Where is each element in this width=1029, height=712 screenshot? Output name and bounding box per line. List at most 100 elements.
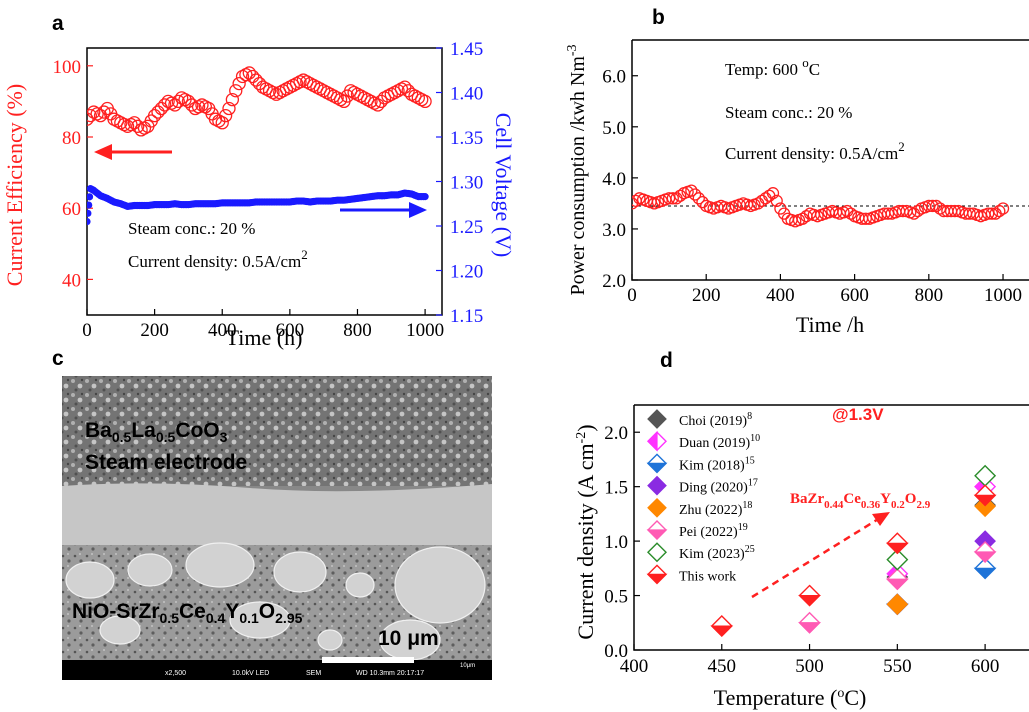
panel-a-ytick-label: 80 [62, 128, 81, 149]
panel-b-ytick-label: 4.0 [602, 169, 626, 190]
panel-a-efficiency-point [181, 94, 196, 109]
sem-scale-bar [322, 657, 414, 663]
panel-d-legend-label-0: Choi (2019)8 [679, 411, 752, 429]
panel-b-power-point [662, 192, 676, 205]
panel-a-ytick-right-label: 1.15 [450, 306, 483, 327]
panel-a-efficiency-point [418, 94, 432, 109]
panel-b-power-point [896, 204, 910, 218]
panel-a-efficiency-point [246, 69, 260, 84]
panel-a-efficiency-point [225, 92, 240, 107]
panel-a-xtick-label: 800 [343, 320, 372, 341]
panel-a-voltage-point [87, 217, 91, 226]
panel-d-ytick-label: 0.0 [604, 641, 628, 662]
panel-b-power-point [993, 204, 1006, 218]
panel-a-efficiency-point [185, 98, 199, 112]
panel-a-efficiency-point [168, 98, 182, 112]
panel-b-power-point [881, 207, 895, 220]
panel-b-note-temp: Temp: 600 oC [725, 55, 820, 79]
panel-a-arrow-right [340, 202, 427, 218]
panel-a-xlabel: Time (h) [226, 325, 303, 350]
sem-grains [65, 542, 486, 661]
panel-b-note-current: Current density: 0.5A/cm2 [725, 139, 905, 163]
panel-a-efficiency-point [398, 80, 412, 94]
panel-a-note-steam: Steam conc.: 20 % [128, 219, 255, 238]
panel-d-point-7 [973, 484, 997, 507]
panel-a-efficiency-point [154, 101, 169, 116]
panel-b-xtick-label: 200 [692, 285, 721, 306]
panel-a-efficiency-point [222, 101, 236, 116]
panel-a-ytick-right-label: 1.35 [450, 128, 483, 149]
panel-b-xtick-label: 600 [840, 285, 869, 306]
panel-b-power-point [685, 184, 698, 197]
panel-b-power-point [751, 197, 765, 210]
panel-b-xtick-label: 400 [766, 285, 795, 306]
panel-d-ytick-label: 0.5 [604, 587, 628, 608]
panel-d-point-7 [885, 532, 909, 555]
panel-d-composition-label: BaZr0.44Ce0.36Y0.2O2.9 [790, 491, 931, 511]
panel-d-point-5 [798, 611, 822, 634]
panel-a-ytick-right-label: 1.30 [450, 173, 483, 194]
panel-b-power-point [859, 212, 872, 225]
panel-d-legend-marker-4 [647, 497, 667, 518]
panel-a-efficiency-point [249, 73, 263, 87]
sem-footer-wd: WD 10.3mm 20:17:17 [356, 670, 424, 677]
panel-b-power-point [688, 188, 702, 201]
panel-a-efficiency-point [131, 119, 145, 133]
panel-b-power-point [763, 189, 776, 202]
panel-a-ytick-right-label: 1.40 [450, 84, 483, 105]
panel-d-legend-marker-1 [647, 430, 667, 452]
panel-d-legend-marker-7 [646, 564, 668, 585]
panel-letter-d: d [660, 349, 673, 372]
panel-d-legend-label-5: Pei (2022)19 [679, 522, 748, 540]
panel-b-power-point [692, 192, 705, 205]
sem-footer-mag: x2,500 [165, 670, 186, 677]
panel-a-voltage-point [87, 193, 94, 201]
panel-b-xlabel: Time /h [796, 312, 864, 337]
panel-a-ytick-right-label: 1.45 [450, 39, 483, 60]
panel-d-legend-label-3: Ding (2020)17 [679, 478, 758, 496]
panel-d-point-7 [710, 615, 734, 638]
panel-d-legend-label-2: Kim (2018)15 [679, 455, 755, 473]
panel-d-ytick-label: 2.0 [604, 423, 628, 444]
panel-b-xtick-label: 800 [915, 285, 944, 306]
panel-b-ytick-label: 5.0 [602, 118, 626, 139]
panel-a-chart: 0 200 400 600 800 1000 40 60 80 100 1.15 1.20 1.25 1.… [2, 39, 516, 350]
panel-d-legend-label-6: Kim (2023)25 [679, 544, 755, 562]
panel-d-chart: 400 450 500 550 600 0.0 0.5 1.0 1.5 2.0 Choi (201… [573, 404, 1029, 710]
panel-b-xtick-label: 0 [627, 285, 637, 306]
panel-letter-c: c [52, 347, 64, 370]
panel-d-xtick-label: 500 [795, 656, 824, 677]
panel-c-sem-image: x2,500 10.0kV LED SEM WD 10.3mm 20:17:17… [62, 376, 492, 680]
panel-a-xtick-label: 600 [276, 320, 305, 341]
panel-d-legend-label-7: This work [679, 569, 736, 584]
panel-d-legend-marker-5 [646, 520, 668, 540]
panel-b-power-point [844, 207, 858, 220]
panel-a-ytick-label: 100 [53, 57, 82, 78]
sem-footer-bar [62, 660, 492, 680]
sem-label-top-composition: Ba0.5La0.5CoO3 [85, 419, 228, 445]
panel-a-efficiency-point [371, 98, 385, 112]
panel-d-ytick-label: 1.0 [604, 532, 628, 553]
panel-a-efficiency-point [151, 105, 165, 119]
panel-a-voltage-point [87, 201, 93, 209]
panel-a-ytick-label: 40 [62, 270, 81, 291]
panel-a-efficiency-point [232, 76, 246, 91]
panel-a-xtick-label: 200 [140, 320, 169, 341]
panel-d-legend-label-4: Zhu (2022)18 [679, 500, 752, 518]
panel-d-point-4 [886, 593, 909, 616]
panel-d-ylabel: Current density (A cm-2) [573, 424, 598, 639]
panel-letter-b: b [652, 6, 665, 29]
sem-footer-kv: 10.0kV LED [232, 670, 269, 677]
sem-label-top-name: Steam electrode [85, 451, 247, 474]
panel-a-efficiency-point [215, 116, 229, 130]
panel-b-power-point [666, 192, 679, 205]
panel-b-power-point [996, 202, 1010, 215]
panel-b-power-point [948, 204, 961, 218]
sem-scale-label: 10 μm [378, 627, 439, 650]
panel-d-point-2 [973, 557, 997, 580]
panel-d-point-5 [885, 568, 909, 591]
panel-b-power-point [982, 207, 995, 220]
panel-b-power-point [796, 212, 809, 225]
sem-label-bottom-composition: NiO-SrZr0.5Ce0.4Y0.1O2.95 [72, 600, 303, 626]
panel-b-power-point [674, 189, 687, 202]
